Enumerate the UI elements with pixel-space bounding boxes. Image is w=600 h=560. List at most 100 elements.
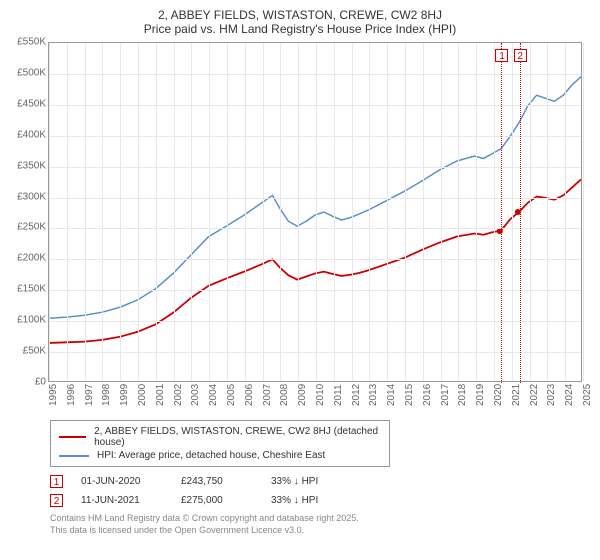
marker-tag: 2 xyxy=(50,494,63,507)
marker-date: 11-JUN-2021 xyxy=(81,495,181,506)
marker-tag: 1 xyxy=(50,475,63,488)
x-tick-label: 2022 xyxy=(529,384,540,406)
gridline-v xyxy=(209,43,210,381)
title-subtitle: Price paid vs. HM Land Registry's House … xyxy=(10,22,590,36)
x-tick-label: 2000 xyxy=(137,384,148,406)
marker-date: 01-JUN-2020 xyxy=(81,476,181,487)
x-tick-label: 2001 xyxy=(155,384,166,406)
y-tick-label: £100K xyxy=(12,315,46,326)
footer-copyright: Contains HM Land Registry data © Crown c… xyxy=(50,513,590,525)
x-tick-label: 2004 xyxy=(208,384,219,406)
legend: 2, ABBEY FIELDS, WISTASTON, CREWE, CW2 8… xyxy=(50,420,390,467)
marker-table-row: 2 11-JUN-2021£275,00033% ↓ HPI xyxy=(50,494,590,507)
gridline-v xyxy=(423,43,424,381)
marker-pct: 33% ↓ HPI xyxy=(271,495,371,506)
title-address: 2, ABBEY FIELDS, WISTASTON, CREWE, CW2 8… xyxy=(10,8,590,22)
x-tick-label: 2023 xyxy=(546,384,557,406)
x-tick-label: 1997 xyxy=(84,384,95,406)
y-tick-label: £0 xyxy=(12,377,46,388)
gridline-v xyxy=(67,43,68,381)
x-tick-label: 1995 xyxy=(48,384,59,406)
gridline-v xyxy=(85,43,86,381)
gridline-v xyxy=(441,43,442,381)
chart-container: 2, ABBEY FIELDS, WISTASTON, CREWE, CW2 8… xyxy=(0,0,600,560)
gridline-v xyxy=(174,43,175,381)
gridline-v xyxy=(49,43,50,381)
y-tick-label: £350K xyxy=(12,160,46,171)
gridline-v xyxy=(227,43,228,381)
gridline-v xyxy=(565,43,566,381)
gridline-v xyxy=(191,43,192,381)
x-tick-label: 2011 xyxy=(333,384,344,406)
marker-pct: 33% ↓ HPI xyxy=(271,476,371,487)
y-tick-label: £50K xyxy=(12,346,46,357)
x-tick-label: 2019 xyxy=(475,384,486,406)
sale-marker-vline xyxy=(520,43,521,383)
gridline-v xyxy=(494,43,495,381)
gridline-v xyxy=(583,43,584,381)
gridline-v xyxy=(102,43,103,381)
gridline-v xyxy=(120,43,121,381)
y-tick-label: £200K xyxy=(12,253,46,264)
x-tick-label: 2024 xyxy=(564,384,575,406)
x-tick-label: 2016 xyxy=(422,384,433,406)
sale-marker-badge: 1 xyxy=(495,49,508,62)
gridline-v xyxy=(156,43,157,381)
legend-swatch xyxy=(59,455,89,457)
legend-swatch xyxy=(59,436,86,438)
x-tick-label: 1999 xyxy=(119,384,130,406)
x-tick-label: 2013 xyxy=(368,384,379,406)
gridline-v xyxy=(245,43,246,381)
gridline-v xyxy=(352,43,353,381)
x-tick-label: 2009 xyxy=(297,384,308,406)
y-tick-label: £500K xyxy=(12,67,46,78)
gridline-v xyxy=(405,43,406,381)
marker-price: £243,750 xyxy=(181,476,271,487)
gridline-v xyxy=(263,43,264,381)
sale-marker-badge: 2 xyxy=(514,49,527,62)
x-tick-label: 2003 xyxy=(190,384,201,406)
marker-price: £275,000 xyxy=(181,495,271,506)
x-tick-label: 2017 xyxy=(440,384,451,406)
legend-label: 2, ABBEY FIELDS, WISTASTON, CREWE, CW2 8… xyxy=(94,426,381,448)
y-axis: £0£50K£100K£150K£200K£250K£300K£350K£400… xyxy=(12,42,48,382)
plot-area: 12 xyxy=(48,42,582,382)
gridline-v xyxy=(369,43,370,381)
title-block: 2, ABBEY FIELDS, WISTASTON, CREWE, CW2 8… xyxy=(10,8,590,36)
footer-licence: This data is licensed under the Open Gov… xyxy=(50,525,590,537)
gridline-v xyxy=(547,43,548,381)
gridline-v xyxy=(138,43,139,381)
y-tick-label: £250K xyxy=(12,222,46,233)
x-axis: 1995199619971998199920002001200220032004… xyxy=(48,382,582,412)
sale-markers-table: 1 01-JUN-2020£243,75033% ↓ HPI 2 11-JUN-202… xyxy=(50,475,590,507)
y-tick-label: £300K xyxy=(12,191,46,202)
y-tick-label: £550K xyxy=(12,37,46,48)
x-tick-label: 1998 xyxy=(101,384,112,406)
gridline-v xyxy=(476,43,477,381)
legend-row: 2, ABBEY FIELDS, WISTASTON, CREWE, CW2 8… xyxy=(59,425,381,449)
x-tick-label: 2021 xyxy=(511,384,522,406)
y-tick-label: £150K xyxy=(12,284,46,295)
x-tick-label: 2020 xyxy=(493,384,504,406)
gridline-v xyxy=(387,43,388,381)
y-tick-label: £400K xyxy=(12,129,46,140)
footer: Contains HM Land Registry data © Crown c… xyxy=(50,513,590,536)
gridline-v xyxy=(530,43,531,381)
x-tick-label: 2007 xyxy=(262,384,273,406)
x-tick-label: 2010 xyxy=(315,384,326,406)
gridline-v xyxy=(316,43,317,381)
legend-label: HPI: Average price, detached house, Ches… xyxy=(97,450,325,461)
gridline-v xyxy=(298,43,299,381)
legend-row: HPI: Average price, detached house, Ches… xyxy=(59,449,381,462)
x-tick-label: 1996 xyxy=(66,384,77,406)
gridline-v xyxy=(280,43,281,381)
sale-marker-vline xyxy=(501,43,502,383)
x-tick-label: 2014 xyxy=(386,384,397,406)
x-tick-label: 2015 xyxy=(404,384,415,406)
gridline-v xyxy=(334,43,335,381)
marker-table-row: 1 01-JUN-2020£243,75033% ↓ HPI xyxy=(50,475,590,488)
chart-area: £0 £50K £100K £150K £200K £250K £300K £350K £400… xyxy=(12,42,582,412)
gridline-v xyxy=(458,43,459,381)
y-tick-label: £450K xyxy=(12,98,46,109)
x-tick-label: 2012 xyxy=(351,384,362,406)
